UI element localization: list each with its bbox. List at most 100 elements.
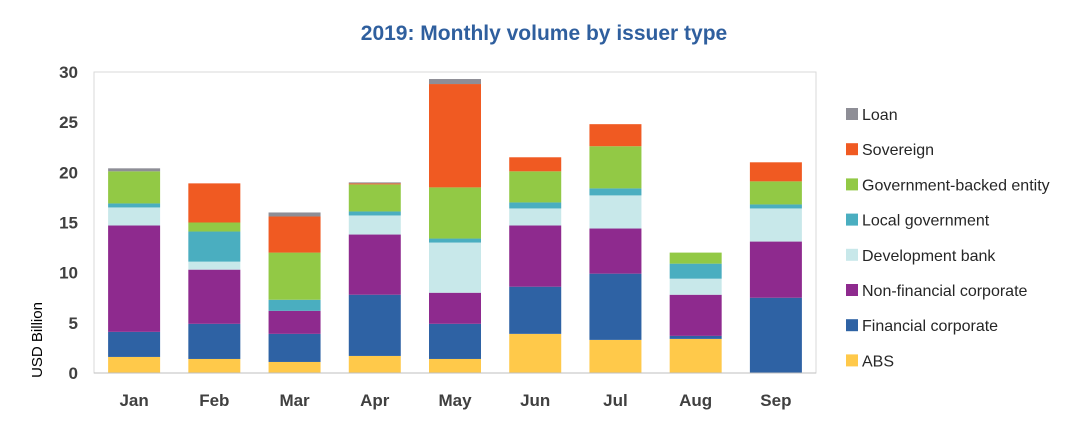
bar-segment-financial-corporate-aug	[669, 335, 722, 339]
legend-swatch	[846, 284, 858, 296]
bar-segment-development-bank-may	[429, 242, 481, 293]
bar-segment-financial-corporate-jun	[509, 286, 562, 334]
bar-segment-abs-aug	[669, 338, 722, 373]
bar-segment-government-backed-entity-jan	[108, 171, 161, 204]
bar-segment-sovereign-may	[429, 84, 481, 188]
x-tick-label: Sep	[760, 391, 791, 410]
bar-segment-development-bank-apr	[348, 215, 401, 235]
bar-segment-financial-corporate-sep	[749, 297, 802, 373]
legend-label: Local government	[862, 213, 990, 230]
bar-segment-non-financial-corporate-jul	[589, 228, 642, 274]
bar-segment-loan-may	[429, 79, 481, 85]
bar-segment-sovereign-jun	[509, 157, 562, 172]
x-tick-label: Jul	[603, 391, 628, 410]
bar-segment-financial-corporate-apr	[348, 294, 401, 356]
legend-swatch	[846, 143, 858, 156]
legend-swatch	[846, 354, 858, 367]
legend-swatch	[846, 108, 858, 120]
bar-segment-local-government-feb	[188, 231, 241, 262]
bar-segment-financial-corporate-jan	[108, 331, 161, 357]
y-tick-label: 10	[59, 264, 78, 283]
bar-segment-non-financial-corporate-jan	[108, 225, 161, 332]
bar-segment-government-backed-entity-sep	[749, 181, 802, 205]
bar-segment-government-backed-entity-feb	[188, 222, 241, 232]
bar-segment-local-government-apr	[348, 211, 401, 216]
y-axis-ticks: 0 5 10 15 20 25 30	[59, 63, 78, 383]
y-tick-label: 5	[69, 314, 78, 333]
bar-segment-non-financial-corporate-feb	[188, 269, 241, 324]
y-tick-label: 20	[59, 163, 78, 182]
bar-segment-local-government-sep	[749, 204, 802, 209]
bar-segment-abs-may	[429, 358, 481, 373]
bar-segment-non-financial-corporate-mar	[268, 310, 321, 334]
bar-segment-development-bank-jul	[589, 195, 642, 229]
legend-label: Government-backed entity	[862, 177, 1050, 194]
bar-segment-loan-apr	[348, 182, 401, 184]
bar-segment-government-backed-entity-jul	[589, 146, 642, 189]
legend-label: Development bank	[862, 248, 996, 265]
bar-segment-government-backed-entity-apr	[348, 184, 401, 212]
bar-segment-non-financial-corporate-aug	[669, 294, 722, 336]
legend: Loan Sovereign Government-backed entity Loc…	[846, 107, 1050, 370]
legend-swatch	[846, 213, 858, 226]
bar-segment-non-financial-corporate-apr	[348, 234, 401, 295]
y-tick-label: 30	[59, 63, 78, 82]
bar-segment-development-bank-aug	[669, 278, 722, 295]
x-axis-labels: Jan Feb Mar Apr May Jun Jul Aug Sep	[119, 391, 791, 410]
bar-segment-development-bank-jun	[509, 208, 562, 226]
bar-segment-government-backed-entity-mar	[268, 252, 321, 300]
bar-segment-local-government-jun	[509, 202, 562, 209]
x-tick-label: Feb	[199, 391, 229, 410]
legend-label: Financial corporate	[862, 318, 998, 335]
bar-segment-government-backed-entity-jun	[509, 171, 562, 203]
legend-swatch	[846, 248, 858, 261]
bar-segment-development-bank-jan	[108, 207, 161, 226]
legend-label: Loan	[862, 107, 898, 124]
x-tick-label: Mar	[279, 391, 310, 410]
bar-segment-development-bank-feb	[188, 261, 241, 270]
bar-segment-local-government-jul	[589, 188, 642, 196]
legend-swatch	[846, 319, 858, 332]
legend-swatch	[846, 178, 858, 191]
bar-segment-local-government-mar	[268, 299, 321, 311]
x-tick-label: Jun	[520, 391, 550, 410]
y-tick-label: 15	[59, 214, 78, 233]
bar-segment-financial-corporate-feb	[188, 323, 241, 359]
bar-segment-financial-corporate-mar	[268, 333, 321, 362]
bar-segment-abs-jul	[589, 339, 642, 373]
bar-segment-non-financial-corporate-jun	[509, 225, 562, 287]
bar-segment-sovereign-jul	[589, 124, 642, 147]
bar-segment-local-government-aug	[669, 263, 722, 279]
bar-segment-non-financial-corporate-may	[429, 292, 481, 324]
x-tick-label: Aug	[679, 391, 712, 410]
bar-segment-abs-mar	[268, 361, 321, 373]
bar-segment-government-backed-entity-aug	[669, 252, 722, 264]
bar-segment-government-backed-entity-may	[429, 187, 481, 239]
legend-label: Non-financial corporate	[862, 283, 1028, 300]
y-tick-label: 25	[59, 113, 78, 132]
y-tick-label: 0	[69, 364, 78, 383]
bar-segment-sovereign-sep	[749, 162, 802, 182]
bar-segment-sovereign-mar	[268, 216, 321, 253]
bar-segment-loan-mar	[268, 212, 321, 217]
bar-segment-loan-jan	[108, 168, 161, 172]
legend-label: Sovereign	[862, 142, 934, 159]
x-tick-label: Apr	[360, 391, 390, 410]
bar-segment-local-government-jan	[108, 203, 161, 208]
bar-segment-sovereign-feb	[188, 183, 241, 223]
bar-segment-financial-corporate-jul	[589, 273, 642, 340]
bar-segment-abs-jun	[509, 333, 562, 373]
bar-segment-abs-apr	[348, 355, 401, 373]
bars-group	[108, 79, 802, 373]
chart-title: 2019: Monthly volume by issuer type	[361, 22, 727, 45]
bar-segment-non-financial-corporate-sep	[749, 241, 802, 298]
bar-segment-abs-feb	[188, 358, 241, 373]
legend-label: ABS	[862, 353, 894, 370]
bar-segment-sovereign-apr	[348, 183, 401, 185]
y-axis-label: USD Billion	[29, 302, 46, 378]
bar-segment-development-bank-sep	[749, 208, 802, 242]
x-tick-label: Jan	[119, 391, 148, 410]
bar-segment-abs-jan	[108, 356, 161, 373]
bar-segment-local-government-may	[429, 238, 481, 243]
